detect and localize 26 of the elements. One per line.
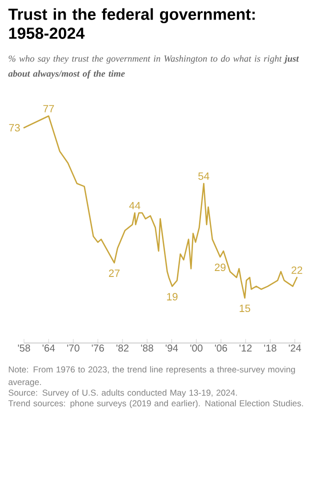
data-label: 22	[292, 266, 302, 274]
data-label: 73	[9, 124, 20, 132]
text: Note: From 1976 to 2023, the trend line represents a three-survey moving average.	[8, 366, 295, 387]
data-label: 19	[167, 292, 178, 300]
x-tick-label: '82	[116, 344, 129, 352]
x-tick-label: '00	[190, 344, 202, 352]
x-tick-label: '06	[214, 344, 228, 352]
x-tick-label: '18	[264, 344, 276, 352]
x-tick-label: '12	[240, 344, 252, 352]
chart-title: Trust in the federal government: 1958-2024	[8, 8, 255, 39]
x-tick-label: '88	[141, 344, 154, 352]
data-label: 77	[43, 105, 54, 112]
x-tick-label: '24	[288, 344, 302, 352]
data-label: 54	[198, 172, 210, 180]
data-label: 29	[214, 264, 226, 272]
x-tick-label: '94	[166, 344, 178, 352]
data-label: 15	[240, 304, 250, 312]
x-tick-label: '64	[42, 344, 55, 352]
data-label: 27	[108, 270, 120, 277]
source-note: Source: Survey of U.S. adults conducted May 13-19, 2024.	[8, 389, 237, 398]
x-tick-label: '76	[92, 344, 104, 352]
text: Trend sources: phone surveys (2019 and earlier). National Election Studies.	[8, 400, 303, 408]
data-label: 44	[129, 202, 140, 210]
x-tick-label: '70	[67, 344, 80, 352]
x-tick-label: '58	[18, 344, 30, 352]
text: % who say they trust the government in Washington to do what is right just about always/most of the time	[8, 55, 299, 79]
